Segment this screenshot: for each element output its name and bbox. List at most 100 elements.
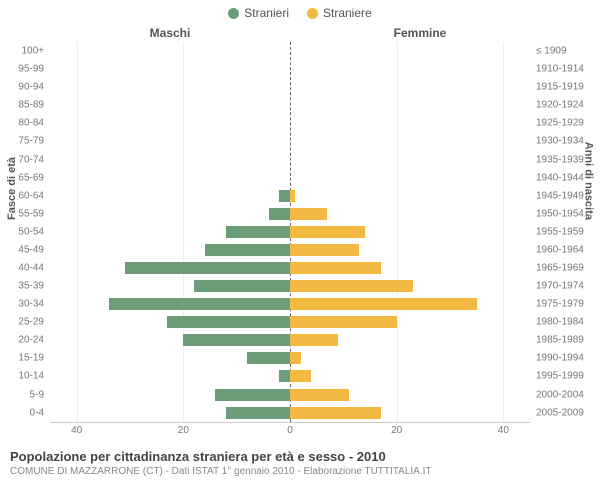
chart-source: COMUNE DI MAZZARRONE (CT) - Dati ISTAT 1… [10,466,590,477]
female-half: 1945-1949 [290,187,530,205]
x-tick: 40 [71,425,82,436]
bar-female [290,190,295,202]
age-label: 85-89 [18,100,50,111]
male-half: 55-59 [50,205,290,223]
male-half: 25-29 [50,313,290,331]
male-half: 75-79 [50,132,290,150]
female-half: ≤ 1909 [290,42,530,60]
birth-label: 1915-1919 [530,82,584,93]
birth-label: 1970-1974 [530,281,584,292]
birth-label: 1920-1924 [530,100,584,111]
subtitle-female: Femmine [300,26,600,40]
bar-female [290,298,477,310]
female-half: 1955-1959 [290,223,530,241]
bar-female [290,370,311,382]
female-half: 1935-1939 [290,150,530,168]
female-half: 1985-1989 [290,331,530,349]
legend-item-female: Straniere [307,6,372,20]
age-label: 45-49 [18,244,50,255]
birth-label: 2005-2009 [530,407,584,418]
age-row: 50-541955-1959 [50,223,530,241]
bar-male [226,407,290,419]
female-half: 1990-1994 [290,349,530,367]
age-label: 90-94 [18,82,50,93]
age-label: 25-29 [18,317,50,328]
age-row: 85-891920-1924 [50,96,530,114]
age-row: 25-291980-1984 [50,313,530,331]
age-label: 30-34 [18,299,50,310]
age-label: 35-39 [18,281,50,292]
age-label: 70-74 [18,154,50,165]
bar-male [125,262,290,274]
age-label: 60-64 [18,190,50,201]
birth-label: 1980-1984 [530,317,584,328]
male-half: 15-19 [50,349,290,367]
age-row: 35-391970-1974 [50,277,530,295]
male-half: 80-84 [50,114,290,132]
birth-label: 1940-1944 [530,172,584,183]
age-label: 75-79 [18,136,50,147]
age-label: 15-19 [18,353,50,364]
bar-male [247,352,290,364]
age-row: 90-941915-1919 [50,78,530,96]
male-half: 50-54 [50,223,290,241]
age-label: 50-54 [18,226,50,237]
age-row: 55-591950-1954 [50,205,530,223]
age-row: 30-341975-1979 [50,295,530,313]
male-half: 10-14 [50,367,290,385]
female-half: 1980-1984 [290,313,530,331]
birth-label: 1955-1959 [530,226,584,237]
female-half: 1910-1914 [290,60,530,78]
age-row: 60-641945-1949 [50,187,530,205]
age-row: 75-791930-1934 [50,132,530,150]
age-label: 5-9 [30,389,50,400]
male-half: 5-9 [50,385,290,403]
birth-label: 1950-1954 [530,208,584,219]
male-half: 20-24 [50,331,290,349]
bar-female [290,244,359,256]
bar-male [279,190,290,202]
age-row: 10-141995-1999 [50,367,530,385]
bar-male [279,370,290,382]
bar-male [226,226,290,238]
gender-subtitles: Maschi Femmine [0,26,600,40]
legend-swatch-female [307,8,318,19]
age-label: 65-69 [18,172,50,183]
bar-male [167,316,290,328]
birth-label: 1985-1989 [530,335,584,346]
birth-label: 1945-1949 [530,190,584,201]
birth-label: 1935-1939 [530,154,584,165]
plot-area: 100+≤ 190995-991910-191490-941915-191985… [50,42,530,423]
female-half: 2000-2004 [290,385,530,403]
male-half: 65-69 [50,169,290,187]
legend-item-male: Stranieri [228,6,289,20]
male-half: 60-64 [50,187,290,205]
x-axis: 402002040 [50,423,530,441]
female-half: 1915-1919 [290,78,530,96]
age-row: 5-92000-2004 [50,385,530,403]
male-half: 35-39 [50,277,290,295]
age-row: 80-841925-1929 [50,114,530,132]
male-half: 40-44 [50,259,290,277]
male-half: 90-94 [50,78,290,96]
age-row: 0-42005-2009 [50,404,530,422]
female-half: 1930-1934 [290,132,530,150]
birth-label: 1990-1994 [530,353,584,364]
bar-female [290,334,338,346]
bar-female [290,389,349,401]
male-half: 95-99 [50,60,290,78]
female-half: 2005-2009 [290,404,530,422]
birth-label: 1930-1934 [530,136,584,147]
x-tick: 20 [391,425,402,436]
age-row: 65-691940-1944 [50,169,530,187]
female-half: 1975-1979 [290,295,530,313]
age-label: 20-24 [18,335,50,346]
birth-label: ≤ 1909 [530,46,567,57]
male-half: 30-34 [50,295,290,313]
chart-footer: Popolazione per cittadinanza straniera p… [0,441,600,477]
female-half: 1920-1924 [290,96,530,114]
birth-label: 1965-1969 [530,262,584,273]
bar-female [290,316,397,328]
age-row: 70-741935-1939 [50,150,530,168]
birth-label: 2000-2004 [530,389,584,400]
